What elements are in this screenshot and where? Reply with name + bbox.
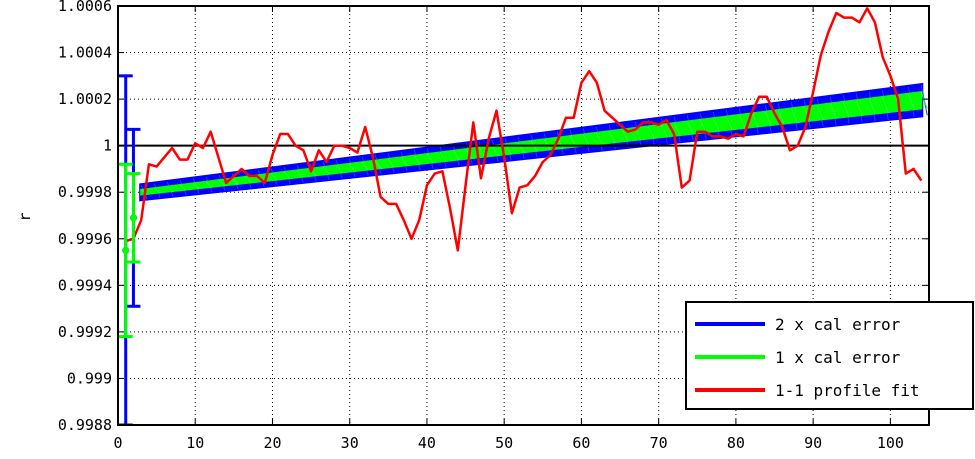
band-hatch	[582, 134, 590, 146]
x-tick-label: 30	[341, 434, 359, 452]
x-tick-label: 100	[877, 434, 904, 452]
band-hatch	[816, 104, 824, 121]
y-tick-label: 0.9994	[58, 276, 112, 294]
error-bar-center	[122, 246, 130, 254]
y-tick-label: 0.9998	[58, 183, 112, 201]
band-hatch	[751, 113, 759, 128]
error-bar-center	[129, 214, 137, 222]
y-tick-label: 0.9988	[58, 416, 112, 434]
band-hatch	[764, 111, 772, 126]
band-hatch	[244, 176, 252, 184]
band-hatch	[881, 96, 889, 113]
band-hatch	[855, 100, 863, 116]
band-hatch	[426, 153, 434, 164]
y-tick-label: 1.0006	[58, 0, 112, 15]
band-hatch	[192, 183, 200, 190]
band-hatch	[647, 126, 655, 139]
x-tick-labels: 0 10 20 30 40 50 60 70 80 90 100	[113, 434, 903, 452]
band-hatch	[231, 178, 239, 185]
band-hatch	[179, 184, 187, 191]
band-hatch	[322, 166, 330, 175]
y-tick-label: 0.999	[67, 369, 112, 387]
band-hatch	[400, 157, 408, 167]
band-hatch	[335, 165, 343, 174]
band-hatch	[842, 101, 850, 118]
band-hatch	[361, 161, 369, 171]
band-hatch	[452, 150, 460, 161]
band-hatch	[491, 145, 499, 157]
line-profile-fit	[125, 7, 923, 252]
x-tick-label: 70	[650, 434, 668, 452]
band-hatch	[218, 179, 226, 187]
band-hatch	[829, 103, 837, 119]
band-hatch	[686, 121, 694, 135]
band-hatch	[712, 117, 720, 132]
band-hatch	[439, 152, 447, 162]
legend-label-profile-fit: 1-1 profile fit	[775, 381, 920, 400]
plot-area	[118, 7, 929, 425]
y-tick-labels: 0.9988 0.999 0.9992 0.9994 0.9996 0.9998 1 1.00…	[58, 0, 112, 434]
band-hatch	[374, 160, 382, 170]
band-hatch	[153, 187, 161, 194]
y-tick-label: 0.9992	[58, 323, 112, 341]
band-hatch	[387, 158, 395, 168]
band-hatch	[738, 114, 746, 129]
band-hatch	[790, 108, 798, 123]
band-hatch	[348, 163, 356, 172]
y-tick-label: 1.0002	[58, 90, 112, 108]
legend-label-1x-cal-error: 1 x cal error	[775, 348, 901, 367]
y-axis-label: r	[16, 212, 34, 221]
x-tick-label: 80	[727, 434, 745, 452]
band-hatch	[413, 155, 421, 165]
y-tick-label: 1.0004	[58, 44, 112, 62]
legend-label-2x-cal-error: 2 x cal error	[775, 315, 901, 334]
plot-frame	[117, 5, 930, 426]
band-hatch	[296, 170, 304, 178]
error-bar	[126, 172, 141, 264]
band-hatch	[608, 131, 616, 144]
x-tick-label: 40	[418, 434, 436, 452]
x-tick-label: 50	[495, 434, 513, 452]
band-hatch	[283, 171, 291, 180]
band-hatch	[660, 124, 668, 138]
x-tick-label: 0	[113, 434, 122, 452]
y-tick-label: 0.9996	[58, 230, 112, 248]
legend: 2 x cal error 1 x cal error 1-1 profile …	[685, 301, 974, 410]
band-hatch	[907, 93, 915, 111]
x-tick-label: 10	[186, 434, 204, 452]
error-bar	[118, 162, 133, 339]
band-hatch	[270, 173, 278, 181]
band-hatch	[777, 109, 785, 125]
y-tick-label: 1	[103, 137, 112, 155]
band-hatch	[673, 122, 681, 136]
band-hatch	[868, 98, 876, 115]
x-tick-label: 90	[804, 434, 822, 452]
band-hatch	[920, 91, 928, 109]
band-hatch	[621, 129, 629, 142]
band-hatch	[205, 181, 213, 188]
band-hatch	[517, 142, 525, 154]
x-tick-label: 60	[572, 434, 590, 452]
x-tick-label: 20	[263, 434, 281, 452]
band-hatch	[595, 132, 603, 145]
band-hatch	[166, 186, 174, 193]
band-hatch	[725, 116, 733, 131]
